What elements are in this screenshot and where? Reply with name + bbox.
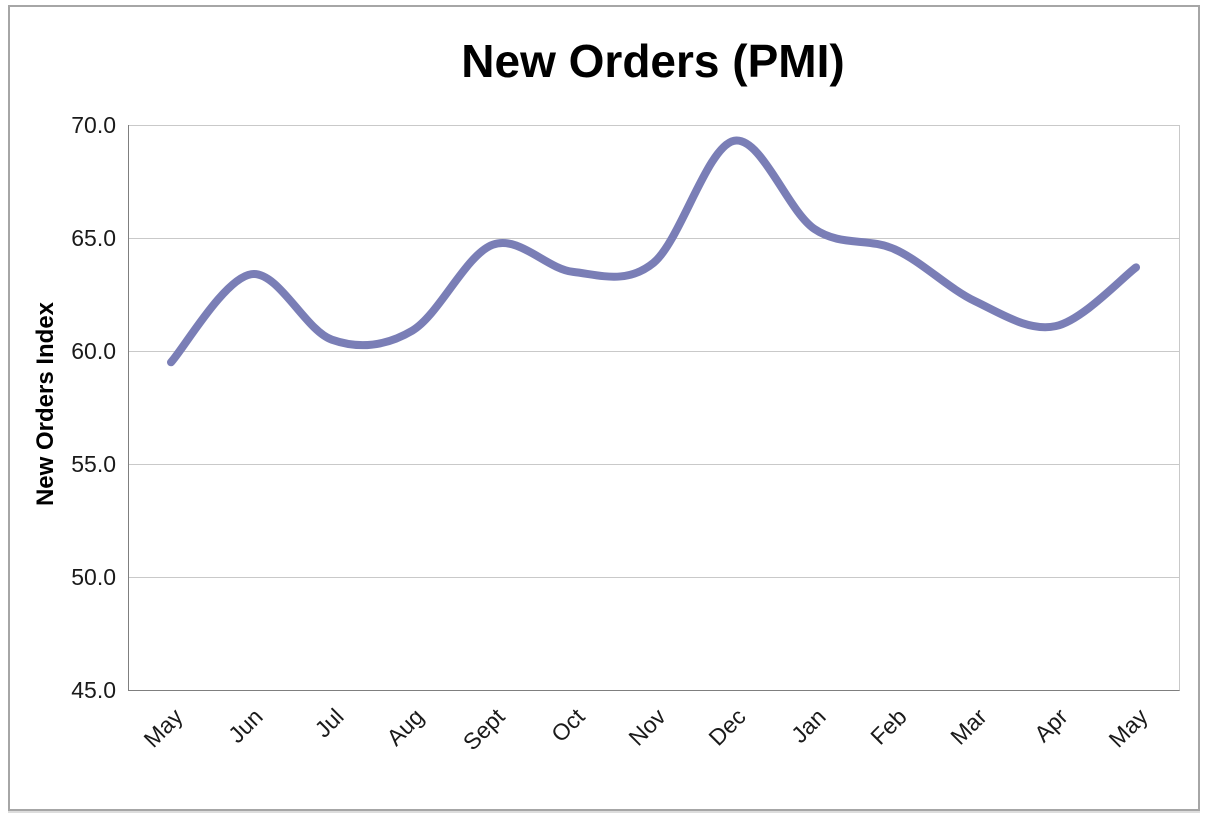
chart-title: New Orders (PMI) <box>461 35 845 87</box>
gridline <box>129 463 1179 465</box>
chart-outer-border <box>8 5 1200 811</box>
plot-area <box>128 124 1180 691</box>
series-line-path <box>167 136 1141 367</box>
y-tick-label: 50.0 <box>71 564 116 590</box>
y-tick-label: 55.0 <box>71 451 116 477</box>
y-tick-label: 70.0 <box>71 112 116 138</box>
gridline <box>129 350 1179 352</box>
y-tick-label: 45.0 <box>71 677 116 703</box>
line-series-svg <box>167 136 1141 367</box>
gridline <box>129 124 1179 126</box>
gridline <box>129 237 1179 239</box>
y-tick-label: 65.0 <box>71 225 116 251</box>
y-tick-label: 60.0 <box>71 338 116 364</box>
gridline <box>129 576 1179 578</box>
